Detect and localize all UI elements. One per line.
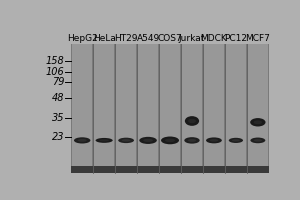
Text: A549: A549: [136, 34, 160, 43]
Ellipse shape: [188, 139, 196, 142]
Ellipse shape: [143, 139, 153, 142]
Text: 106: 106: [46, 67, 65, 77]
Text: MCF7: MCF7: [245, 34, 270, 43]
Text: 35: 35: [52, 113, 65, 123]
Text: HepG2: HepG2: [67, 34, 98, 43]
Ellipse shape: [78, 139, 87, 142]
Text: COS7: COS7: [158, 34, 182, 43]
Ellipse shape: [122, 139, 130, 142]
Ellipse shape: [206, 137, 222, 143]
Ellipse shape: [254, 120, 262, 124]
Text: HT29: HT29: [114, 34, 138, 43]
Ellipse shape: [161, 137, 179, 144]
Bar: [138, 44, 158, 173]
Bar: [71, 44, 269, 173]
Ellipse shape: [250, 138, 265, 143]
Text: PC12: PC12: [224, 34, 248, 43]
Ellipse shape: [118, 138, 134, 143]
Text: 79: 79: [52, 77, 65, 87]
Ellipse shape: [74, 137, 90, 143]
Text: 23: 23: [52, 132, 65, 142]
Bar: [72, 44, 92, 173]
Ellipse shape: [250, 118, 266, 126]
Text: HeLa: HeLa: [93, 34, 116, 43]
Ellipse shape: [185, 116, 199, 126]
Ellipse shape: [184, 137, 200, 144]
Bar: [94, 44, 114, 173]
Ellipse shape: [232, 139, 240, 142]
Ellipse shape: [96, 138, 113, 143]
Bar: [160, 44, 180, 173]
Text: MDCK: MDCK: [201, 34, 227, 43]
Bar: [116, 44, 136, 173]
Text: Jurkat: Jurkat: [179, 34, 205, 43]
Bar: [182, 44, 202, 173]
Ellipse shape: [254, 139, 262, 142]
Bar: [248, 44, 268, 173]
Bar: [226, 44, 246, 173]
Ellipse shape: [139, 137, 157, 144]
Bar: [204, 44, 224, 173]
Text: 158: 158: [46, 56, 65, 66]
Ellipse shape: [210, 139, 218, 142]
Ellipse shape: [165, 139, 175, 142]
Ellipse shape: [99, 139, 109, 141]
Ellipse shape: [229, 138, 243, 143]
Text: 48: 48: [52, 93, 65, 103]
Ellipse shape: [188, 119, 196, 123]
Bar: [71, 166, 269, 173]
